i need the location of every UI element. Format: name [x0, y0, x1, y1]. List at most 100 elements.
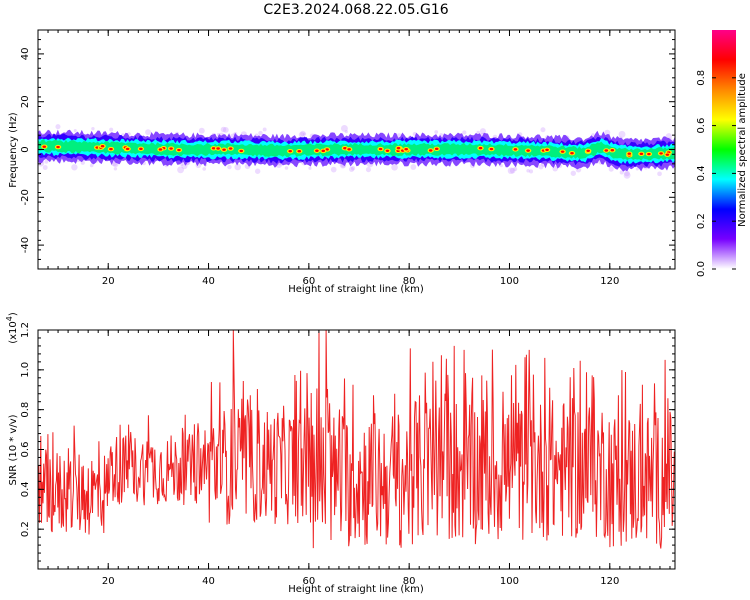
x-tick-label: 80 — [403, 276, 416, 287]
spectrogram-y-ticks: -40 -20 0 20 40 — [20, 29, 675, 270]
spectrum-halo-point — [42, 165, 48, 170]
spectrum-peak — [228, 147, 233, 150]
x-tick-label: 120 — [600, 276, 619, 287]
spectrum-peak — [42, 145, 47, 148]
x-tick-label: 40 — [202, 276, 215, 287]
y-tick-label: 0.4 — [20, 481, 31, 497]
spectrum-halo-point — [391, 164, 398, 171]
colorbar-tick-label: 0.0 — [696, 261, 707, 277]
spectrum-halo-point — [540, 127, 546, 133]
spectrogram-x-ticks: 20 40 60 80 100 120 — [37, 30, 671, 287]
spectrum-peak — [100, 145, 105, 148]
spectrum-halo-point — [298, 131, 305, 138]
y-tick-label: 0 — [20, 146, 31, 152]
colorbar-ticks: 0.0 0.2 0.4 0.6 0.8 — [696, 70, 736, 277]
spectrum-halo-point — [227, 164, 232, 170]
x-tick-label: 20 — [102, 576, 115, 587]
spectrum-peak — [478, 146, 483, 150]
spectrum-halo-point — [71, 164, 78, 171]
spectrum-halo-point — [462, 130, 467, 135]
spectrum-halo-point — [619, 170, 624, 175]
spectrum-halo-point — [113, 167, 118, 171]
figure-title: C2E3.2024.068.22.05.G16 — [263, 2, 448, 18]
x-tick-label: 80 — [403, 576, 416, 587]
snr-panel: 20 40 60 80 100 120 0.2 0.4 0.6 0.8 1.0 1.2 Height… — [5, 312, 676, 595]
colorbar-gradient — [712, 30, 736, 269]
spectrum-halo-point — [507, 167, 515, 175]
spectrum-halo-point — [202, 167, 207, 171]
spectrum-peak — [665, 153, 670, 156]
spectrum-peak — [297, 150, 302, 153]
y-tick-label: 0.8 — [20, 402, 31, 418]
spectrum-peak — [347, 148, 351, 151]
spectrum-peak — [56, 145, 60, 149]
spectrum-peak — [526, 149, 530, 152]
spectrum-halo-point — [509, 167, 516, 174]
spectrum-halo-point — [476, 130, 480, 135]
colorbar-tick-label: 0.2 — [696, 213, 707, 229]
spectrum-halo-point — [410, 164, 417, 170]
spectrum-band-core — [38, 139, 675, 161]
y-tick-label: 1.2 — [20, 322, 31, 338]
spectrum-peak — [378, 147, 383, 151]
spectrum-peak — [109, 147, 113, 151]
spectrum-halo-point — [570, 170, 577, 176]
y-tick-label: -20 — [20, 189, 31, 205]
spectrum-halo-point — [258, 130, 263, 136]
spectrogram-panel: 20 40 60 80 100 120 -40 -20 0 20 40 Height of str… — [8, 29, 676, 295]
spectrum-peak — [125, 147, 130, 151]
spectrum-halo-point — [604, 129, 611, 136]
x-tick-label: 60 — [302, 576, 315, 587]
spectrum-halo-point — [526, 168, 530, 173]
spectrum-peak — [570, 152, 574, 155]
spectrum-peak — [489, 147, 494, 151]
spectrum-halo-point — [89, 163, 94, 168]
spectrogram-x-axis-label: Height of straight line (km) — [288, 284, 424, 295]
spectrogram-y-axis-label: Frequency (Hz) — [8, 112, 19, 188]
spectrum-halo-point — [145, 129, 151, 136]
snr-series-line — [37, 329, 676, 549]
spectrum-peak — [239, 149, 244, 153]
x-tick-label: 60 — [302, 276, 315, 287]
spectrum-peak — [434, 147, 439, 151]
spectrum-halo-point — [350, 166, 356, 171]
spectrogram-band — [37, 124, 676, 179]
spectrum-halo-point — [262, 127, 267, 132]
spectrum-peak — [586, 149, 590, 153]
colorbar-label: Normalized spectral amplitude — [737, 73, 748, 227]
snr-x-ticks: 20 40 60 80 100 120 — [37, 330, 671, 587]
spectrum-halo-point — [308, 166, 312, 170]
spectrum-halo-point — [302, 132, 307, 136]
y-tick-label: 20 — [20, 95, 31, 108]
spectrum-peak — [647, 152, 651, 156]
spectrum-halo-point — [234, 163, 241, 171]
spectrum-peak — [404, 148, 409, 151]
spectrum-halo-point — [348, 166, 355, 172]
y-tick-label: -40 — [20, 237, 31, 253]
snr-x-axis-label: Height of straight line (km) — [288, 584, 424, 595]
spectrum-peak — [315, 149, 319, 152]
spectrum-peak — [627, 152, 632, 155]
spectrum-halo-point — [623, 171, 631, 179]
snr-exponent-label: (x104) — [5, 312, 19, 344]
spectrum-halo-point — [538, 164, 544, 170]
spectrum-peak — [659, 152, 663, 155]
spectrum-halo-point — [220, 126, 227, 133]
spectrum-peak — [288, 149, 293, 153]
spectrum-peak — [177, 148, 181, 152]
spectrum-halo-point — [479, 128, 486, 135]
spectrum-halo-point — [528, 169, 534, 174]
spectrum-peak — [211, 147, 216, 150]
spectrum-halo-point — [254, 168, 261, 174]
spectrum-halo-point — [513, 166, 518, 172]
spectrum-peak — [513, 148, 518, 151]
colorbar: 0.0 0.2 0.4 0.6 0.8 Normalized spectral ampl… — [696, 30, 748, 277]
spectrum-peak — [396, 146, 401, 150]
x-tick-label: 40 — [202, 576, 215, 587]
spectrum-peak — [158, 148, 163, 151]
spectrum-peak — [216, 147, 220, 150]
spectrum-peak — [610, 149, 615, 152]
colorbar-tick-label: 0.8 — [696, 70, 707, 86]
spectrum-peak — [321, 149, 326, 153]
